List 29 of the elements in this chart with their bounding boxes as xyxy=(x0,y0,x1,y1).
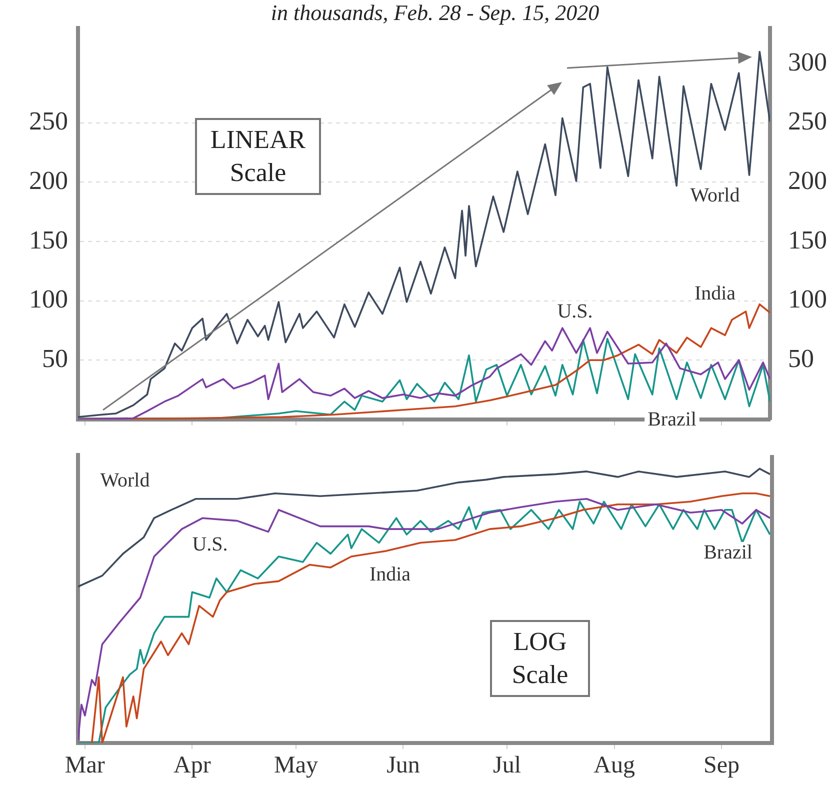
series-label: India xyxy=(694,282,736,304)
y2-tick-label: 100 xyxy=(788,284,827,314)
series-label: World xyxy=(100,469,150,492)
y2-tick-label: 300 xyxy=(788,47,827,76)
y-tick-label: 250 xyxy=(29,106,68,136)
y-tick-label: 50 xyxy=(42,344,68,373)
x-tick-label: May xyxy=(274,752,318,779)
y2-tick-label: 200 xyxy=(788,166,827,196)
x-tick-label: Apr xyxy=(174,752,211,779)
x-tick-label: Sep xyxy=(704,752,740,779)
series-label: U.S. xyxy=(557,300,593,322)
series-label: World xyxy=(690,184,740,206)
annotation: LINEAR Scale xyxy=(195,118,321,195)
x-tick-label: Aug xyxy=(594,752,635,779)
series-label: Brazil xyxy=(704,541,753,564)
y2-tick-label: 150 xyxy=(788,225,827,254)
y2-tick-label: 50 xyxy=(788,344,814,373)
y-tick-label: 100 xyxy=(29,284,68,314)
series-label: Brazil xyxy=(648,408,697,430)
annotation: LOG Scale xyxy=(490,620,590,697)
y2-tick-label: 250 xyxy=(788,106,827,136)
x-tick-label: Mar xyxy=(64,752,105,779)
y-tick-label: 150 xyxy=(29,225,68,254)
x-tick-label: Jul xyxy=(493,752,522,779)
x-tick-label: Jun xyxy=(386,752,420,779)
y-tick-label: 200 xyxy=(29,166,68,196)
series-label: U.S. xyxy=(192,533,228,556)
chart-subtitle: in thousands, Feb. 28 - Sep. 15, 2020 xyxy=(270,0,600,26)
series-label: India xyxy=(369,563,411,586)
